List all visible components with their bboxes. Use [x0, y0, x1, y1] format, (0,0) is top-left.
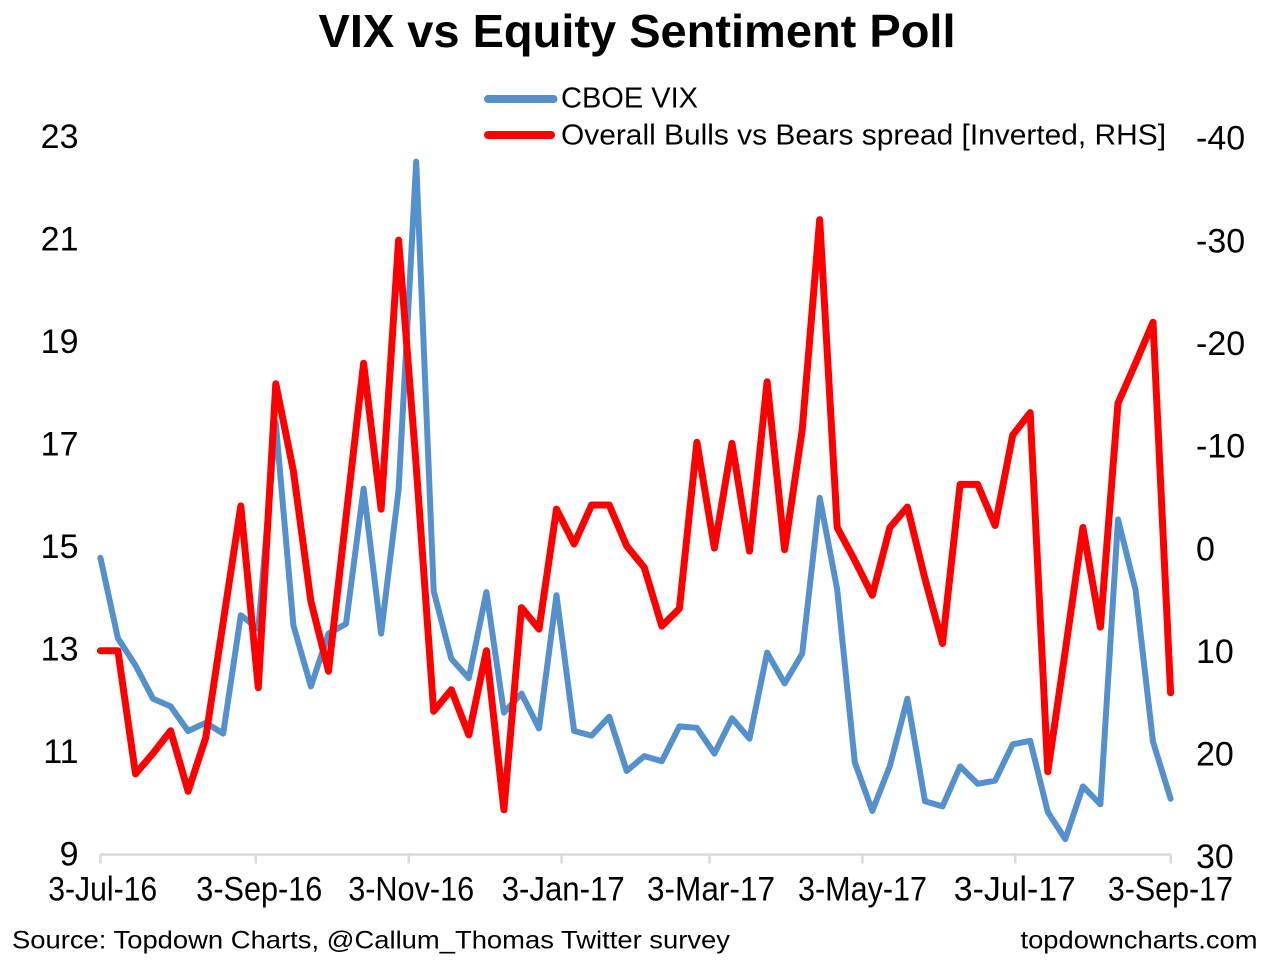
- svg-text:3-Jul-17: 3-Jul-17: [954, 871, 1076, 909]
- svg-text:23: 23: [41, 118, 79, 156]
- svg-text:15: 15: [41, 528, 79, 566]
- svg-text:9: 9: [60, 836, 79, 874]
- svg-text:13: 13: [41, 631, 79, 669]
- svg-text:17: 17: [41, 426, 79, 464]
- svg-text:CBOE VIX: CBOE VIX: [561, 83, 698, 115]
- svg-text:3-Nov-16: 3-Nov-16: [348, 871, 474, 909]
- svg-text:-20: -20: [1196, 325, 1245, 363]
- svg-text:Source: Topdown Charts, @Callu: Source: Topdown Charts, @Callum_Thomas T…: [12, 926, 731, 954]
- svg-text:10: 10: [1196, 633, 1234, 671]
- svg-text:3-Jul-16: 3-Jul-16: [48, 871, 157, 909]
- svg-text:-30: -30: [1196, 222, 1245, 260]
- svg-text:3-Sep-17: 3-Sep-17: [1108, 871, 1233, 909]
- svg-text:Overall Bulls vs Bears spread: Overall Bulls vs Bears spread [Inverted,…: [561, 120, 1166, 152]
- svg-text:-40: -40: [1196, 120, 1245, 158]
- svg-text:11: 11: [43, 733, 78, 771]
- svg-text:3-Jan-17: 3-Jan-17: [502, 871, 625, 909]
- svg-text:21: 21: [41, 221, 79, 259]
- svg-text:20: 20: [1196, 736, 1234, 774]
- svg-text:3-Sep-16: 3-Sep-16: [196, 871, 322, 909]
- svg-text:3-Mar-17: 3-Mar-17: [647, 871, 775, 909]
- svg-text:VIX vs Equity Sentiment Poll: VIX vs Equity Sentiment Poll: [319, 5, 956, 57]
- svg-text:topdowncharts.com: topdowncharts.com: [1021, 926, 1258, 954]
- svg-text:0: 0: [1196, 530, 1215, 568]
- svg-text:30: 30: [1196, 838, 1234, 876]
- svg-text:19: 19: [41, 323, 79, 361]
- svg-text:-10: -10: [1196, 428, 1245, 466]
- svg-text:3-May-17: 3-May-17: [798, 871, 927, 909]
